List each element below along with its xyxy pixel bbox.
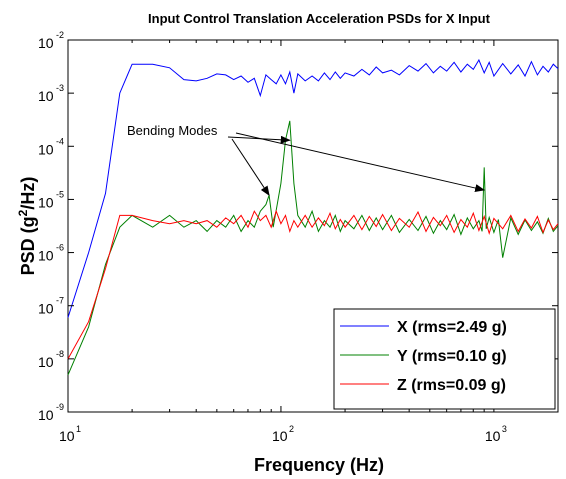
y-tick-label-exponent: -5 [56,189,64,199]
y-tick-label: 10 [38,141,54,157]
tick-marks [67,39,559,413]
y-tick-label-exponent: -6 [56,243,64,253]
y-tick-label: 10 [38,194,54,210]
y-tick-label: 10 [38,35,54,51]
annotation-arrow [231,138,270,197]
y-tick-label: 10 [38,354,54,370]
legend: X (rms=2.49 g) Y (rms=0.10 g) Z (rms=0.09 … [333,308,556,410]
legend-label-x: X (rms=2.49 g) [397,319,507,336]
y-tick-label-exponent: -8 [56,349,64,359]
series-line-x [67,58,559,318]
bending-modes-annotation: Bending Modes [127,123,486,197]
y-tick-label-exponent: -4 [56,136,64,146]
legend-label-y: Y (rms=0.10 g) [397,348,507,365]
x-axis-label: Frequency (Hz) [254,455,384,475]
x-tick-label-exponent: 1 [76,424,81,434]
y-axis-label: PSD (g2/Hz) [16,177,38,276]
y-axis-label-tail: /Hz) [18,177,38,210]
chart-title: Input Control Translation Acceleration P… [148,11,491,26]
x-tick-labels: 10 1 10 2 10 3 [59,424,507,444]
series-layer [67,58,559,376]
y-tick-label-exponent: -3 [56,83,64,93]
y-axis-label-main: PSD (g [18,216,38,275]
x-tick-label: 10 [485,428,501,444]
y-axis-label-sup: 2 [16,209,30,216]
x-tick-label-exponent: 2 [289,424,294,434]
y-tick-labels: 10-210-310-410 -510-610-710-810-9 [38,30,64,423]
y-tick-label: 10 [38,407,54,423]
annotation-arrow [235,132,486,192]
y-tick-label-exponent: -9 [56,402,64,412]
x-tick-label-exponent: 3 [502,424,507,434]
y-tick-label: 10 [38,301,54,317]
legend-label-z: Z (rms=0.09 g) [397,377,506,394]
series-line-y [67,120,559,376]
annotation-label: Bending Modes [127,123,218,138]
y-tick-label-exponent: -2 [56,30,64,40]
x-tick-label: 10 [272,428,288,444]
series-line-z [67,209,559,360]
y-tick-label-exponent: -7 [56,296,64,306]
y-tick-label: 10 [38,248,54,264]
x-tick-label: 10 [59,428,75,444]
y-tick-label: 10 [38,88,54,104]
